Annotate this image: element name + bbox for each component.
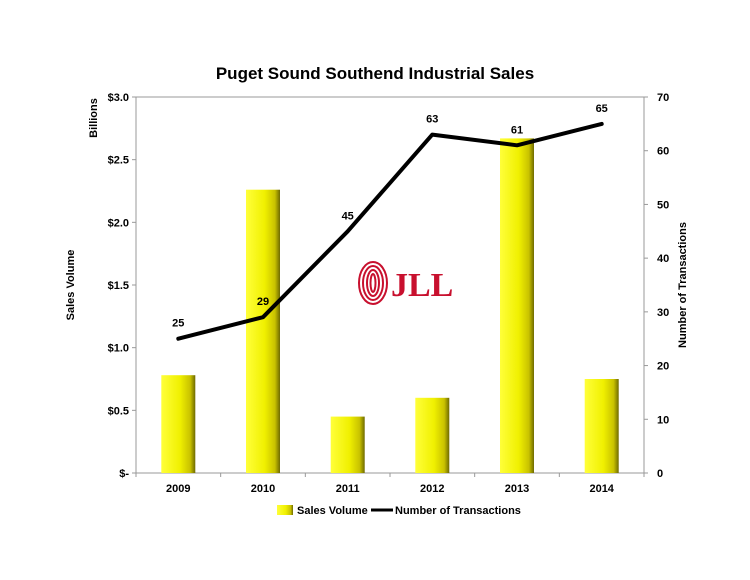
legend-swatch-sales-volume	[277, 505, 293, 515]
series-line-number-of-transactions	[176, 121, 604, 341]
jll-logo-text: JLL	[391, 267, 453, 304]
left-tick-label: $-	[119, 468, 129, 480]
bar-2012	[415, 397, 450, 473]
right-tick-label: 10	[657, 414, 669, 426]
x-tick-label: 2014	[589, 483, 614, 495]
right-tick-label: 20	[657, 361, 669, 373]
right-axis-ticks: 0 10 20 30 40 50 60 70	[644, 92, 669, 480]
right-tick-label: 60	[657, 146, 669, 158]
plot-area	[135, 96, 645, 474]
bars-group	[161, 138, 619, 473]
bar-2013	[500, 138, 534, 473]
data-label-2011: 45	[342, 210, 354, 222]
left-tick-label: $1.5	[108, 280, 129, 292]
legend-label-number-of-transactions: Number of Transactions	[395, 505, 521, 517]
bar-2014	[584, 379, 619, 473]
jll-logo: JLL	[358, 261, 453, 305]
data-label-2013: 61	[511, 124, 523, 136]
left-axis-ticks: $- $0.5 $1.0 $1.5 $2.0 $2.5 $3.0	[108, 92, 136, 480]
data-labels: 25 29 45 63 61 65	[172, 103, 608, 330]
chart-title: Puget Sound Southend Industrial Sales	[216, 64, 534, 83]
right-tick-label: 30	[657, 307, 669, 319]
left-tick-label: $3.0	[108, 92, 129, 104]
left-tick-label: $2.0	[108, 217, 129, 229]
right-tick-label: 50	[657, 199, 669, 211]
left-axis-unit-label: Billions	[88, 98, 100, 138]
data-label-2009: 25	[172, 318, 184, 330]
right-tick-label: 40	[657, 253, 669, 265]
bar-2009	[161, 375, 196, 473]
bar-2010	[246, 189, 280, 473]
legend-label-sales-volume: Sales Volume	[297, 505, 368, 517]
line-group	[176, 121, 604, 341]
jll-logo-mark	[358, 261, 388, 305]
right-tick-label: 0	[657, 468, 663, 480]
bar-2011	[330, 416, 365, 473]
x-axis-ticks: 2009 2010 2011 2012 2013 2014	[135, 473, 645, 495]
left-tick-label: $1.0	[108, 343, 129, 355]
x-tick-label: 2009	[166, 483, 190, 495]
left-axis-title: Sales Volume	[65, 250, 77, 321]
right-axis-title: Number of Transactions	[677, 222, 689, 348]
x-tick-label: 2012	[420, 483, 444, 495]
x-tick-label: 2013	[505, 483, 529, 495]
legend: Sales Volume Number of Transactions	[277, 505, 521, 517]
x-tick-label: 2010	[251, 483, 275, 495]
left-tick-label: $2.5	[108, 155, 129, 167]
data-label-2014: 65	[596, 103, 608, 115]
x-tick-label: 2011	[336, 483, 360, 495]
left-tick-label: $0.5	[108, 405, 129, 417]
data-label-2012: 63	[426, 114, 438, 126]
right-tick-label: 70	[657, 92, 669, 104]
data-label-2010: 29	[257, 296, 269, 308]
